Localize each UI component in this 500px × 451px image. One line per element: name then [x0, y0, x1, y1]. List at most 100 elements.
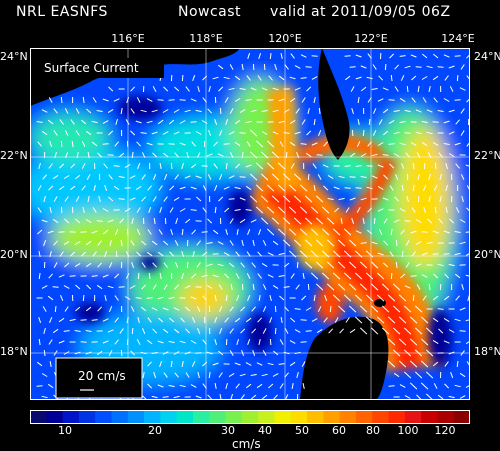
- current-vector: [429, 284, 430, 290]
- lat-label-left-22: 22°N: [0, 149, 28, 162]
- colorbar-cell: [30, 410, 47, 424]
- current-vector: [413, 295, 414, 301]
- current-vector: [416, 67, 422, 68]
- current-vector: [132, 328, 133, 334]
- current-vector: [389, 100, 395, 101]
- current-vector: [455, 56, 461, 57]
- lat-label-right-22: 22°N: [474, 149, 500, 162]
- colorbar-cell: [405, 410, 422, 424]
- lat-label-left-18: 18°N: [0, 345, 28, 358]
- colorbar-cell: [128, 410, 145, 424]
- colorbar-cell: [356, 410, 373, 424]
- current-vector: [374, 218, 375, 224]
- current-vector: [389, 386, 395, 387]
- product-label: Nowcast: [178, 4, 241, 20]
- colorbar-tick-10: 10: [58, 424, 72, 437]
- current-vector: [411, 122, 417, 123]
- current-vector: [83, 295, 84, 301]
- valid-time-label: valid at 2011/09/05 06Z: [270, 4, 451, 20]
- current-vector: [182, 75, 183, 81]
- surface-current-map: Surface Current 20 cm/s: [30, 48, 470, 400]
- current-vector: [61, 141, 62, 147]
- colorbar-cell: [95, 410, 112, 424]
- colorbar-cell: [177, 410, 194, 424]
- current-vector: [433, 254, 439, 255]
- colorbar-tick-40: 40: [258, 424, 272, 437]
- colorbar-cell: [111, 410, 128, 424]
- current-vector: [202, 166, 208, 167]
- current-vector: [70, 276, 76, 277]
- lon-label-120: 120°E: [268, 32, 301, 45]
- current-vector: [55, 306, 56, 312]
- current-vector: [138, 273, 139, 279]
- current-vector: [330, 306, 331, 312]
- lat-label-right-24: 24°N: [474, 50, 500, 63]
- colorbar-cell: [144, 410, 161, 424]
- current-vector: [240, 177, 246, 178]
- colorbar-cell: [454, 410, 470, 424]
- colorbar-cell: [421, 410, 438, 424]
- current-vector: [391, 75, 392, 81]
- colorbar-cell: [79, 410, 96, 424]
- current-vector: [187, 262, 188, 268]
- colorbar-cell: [291, 410, 308, 424]
- current-vector: [270, 339, 271, 345]
- colorbar: [30, 410, 470, 424]
- current-vector: [350, 177, 356, 178]
- current-vector: [407, 86, 408, 92]
- current-vector: [229, 199, 235, 200]
- current-vector: [457, 75, 458, 81]
- current-vector: [391, 273, 392, 279]
- colorbar-tick-50: 50: [295, 424, 309, 437]
- current-vector: [369, 119, 370, 125]
- colorbar-cell: [193, 410, 210, 424]
- colorbar-tick-30: 30: [221, 424, 235, 437]
- current-vector: [319, 108, 320, 114]
- current-vector: [220, 108, 221, 114]
- lon-label-116: 116°E: [111, 32, 144, 45]
- colorbar-tick-80: 80: [366, 424, 380, 437]
- colorbar-cell: [323, 410, 340, 424]
- colorbar-cell: [160, 410, 177, 424]
- current-vector: [317, 155, 323, 156]
- current-vector: [396, 262, 397, 268]
- colorbar-cell: [340, 410, 357, 424]
- colorbar-cell: [389, 410, 406, 424]
- colorbar-tick-60: 60: [332, 424, 346, 437]
- lat-label-right-20: 20°N: [474, 248, 500, 261]
- current-vector: [81, 342, 87, 343]
- current-vector: [301, 320, 307, 321]
- colorbar-units: cm/s: [232, 437, 261, 451]
- colorbar-cell: [372, 410, 389, 424]
- current-vector: [158, 100, 164, 101]
- colorbar-cell: [242, 410, 259, 424]
- colorbar-cell: [258, 410, 275, 424]
- current-vector: [308, 284, 309, 290]
- producer-label: NRL EASNFS: [16, 4, 108, 20]
- current-vector: [297, 262, 298, 268]
- lon-label-124: 124°E: [441, 32, 474, 45]
- current-vector: [308, 174, 309, 180]
- current-vector: [396, 240, 397, 246]
- current-vector: [171, 163, 172, 169]
- current-vector: [275, 306, 276, 312]
- current-vector: [352, 130, 353, 136]
- colorbar-tick-20: 20: [148, 424, 162, 437]
- current-vector: [363, 130, 364, 136]
- current-vector: [226, 163, 227, 169]
- current-vector: [422, 232, 428, 233]
- colorbar-cell: [209, 410, 226, 424]
- colorbar-cell: [437, 410, 454, 424]
- colorbar-tick-100: 100: [398, 424, 419, 437]
- colorbar-cell: [274, 410, 291, 424]
- colorbar-cell: [226, 410, 243, 424]
- lon-label-118: 118°E: [189, 32, 222, 45]
- colorbar-cell: [307, 410, 324, 424]
- current-vector: [275, 328, 276, 334]
- current-vector: [385, 64, 386, 70]
- lat-label-left-20: 20°N: [0, 248, 28, 261]
- lat-label-left-24: 24°N: [0, 50, 28, 63]
- current-vector: [350, 67, 356, 68]
- colorbar-cell: [46, 410, 63, 424]
- lon-label-122: 122°E: [354, 32, 387, 45]
